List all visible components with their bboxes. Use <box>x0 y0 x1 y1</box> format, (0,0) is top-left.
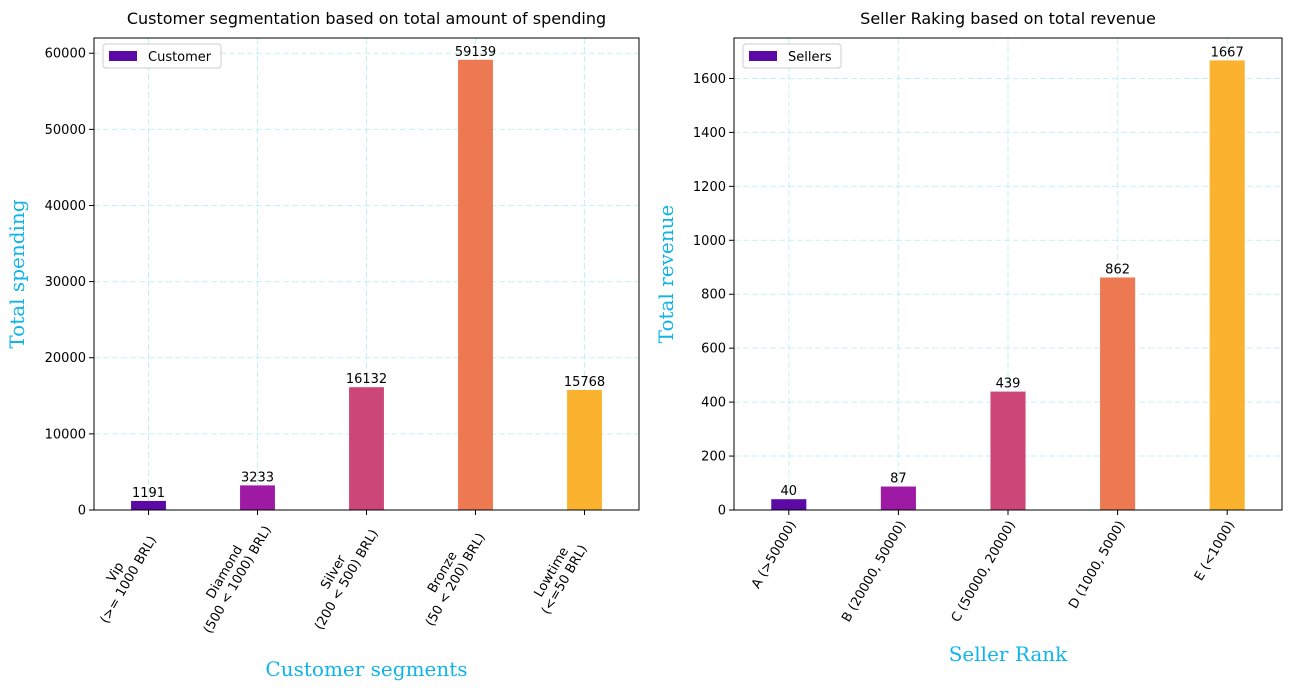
chart-title: Seller Raking based on total revenue <box>860 9 1156 28</box>
data-label: 862 <box>1105 263 1130 278</box>
y-tick-label: 60000 <box>45 47 86 62</box>
y-tick-label: 800 <box>701 288 726 303</box>
chart-2: Seller Raking based on total revenue 0 200… <box>654 9 1283 666</box>
x-tick-label: Bronze(50 < 200) BRL) <box>410 523 489 629</box>
legend-swatch <box>109 51 137 61</box>
x-axis-label: Customer segments <box>265 657 467 681</box>
chart-title: Customer segmentation based on total amo… <box>127 9 606 28</box>
y-tick-label: 20000 <box>45 351 86 366</box>
legend-label: Sellers <box>788 50 832 65</box>
x-tick-label: C (50000, 20000) <box>949 519 1019 626</box>
bar <box>240 485 275 510</box>
y-tick-label: 400 <box>701 396 726 411</box>
x-tick-label: E (<1000) <box>1192 519 1238 584</box>
legend-box <box>102 43 222 69</box>
y-tick-label: 200 <box>701 450 726 465</box>
bar <box>349 387 384 510</box>
y-tick-label: 1600 <box>693 72 726 87</box>
x-tick-label: A (>50000) <box>749 519 800 592</box>
x-tick-label: Silver(200 < 500) BRL) <box>299 520 382 633</box>
x-tick-label: Diamond(500 < 1000) BRL) <box>188 516 275 636</box>
data-label: 439 <box>996 377 1021 392</box>
y-tick-label: 10000 <box>45 427 86 442</box>
data-label: 87 <box>890 472 907 487</box>
x-tick-label: Lowtime(<=50 BRL) <box>526 535 591 617</box>
y-tick-label: 1200 <box>693 180 726 195</box>
plot-frame <box>733 37 1283 511</box>
data-label: 3233 <box>241 470 274 485</box>
y-tick-label: 600 <box>701 342 726 357</box>
x-tick-label: Vip(>= 1000 BRL) <box>85 526 160 626</box>
data-label: 16132 <box>346 372 387 387</box>
y-tick-label: 40000 <box>45 199 86 214</box>
y-tick-label: 0 <box>78 504 86 519</box>
y-tick-label: 1400 <box>693 126 726 141</box>
bar <box>131 500 166 510</box>
bar <box>458 59 493 510</box>
legend-swatch <box>749 51 777 61</box>
bar <box>567 389 602 510</box>
y-tick-label: 1000 <box>693 234 726 249</box>
y-tick-label: 50000 <box>45 123 86 138</box>
data-label: 1191 <box>132 486 165 501</box>
x-axis-label: Seller Rank <box>949 642 1068 666</box>
bar <box>771 499 807 510</box>
bar <box>1209 60 1245 510</box>
y-tick-label: 30000 <box>45 275 86 290</box>
legend-label: Customer <box>148 50 212 65</box>
y-tick-label: 0 <box>718 504 726 519</box>
data-label: 15768 <box>564 375 605 390</box>
chart-1: Customer segmentation based on total amo… <box>5 9 640 681</box>
x-tick-label: B (20000, 50000) <box>839 519 909 625</box>
legend-box <box>742 43 842 69</box>
bar <box>990 391 1026 510</box>
y-axis-label: Total spending <box>5 199 29 348</box>
data-label: 1667 <box>1211 45 1244 60</box>
bar <box>880 486 916 510</box>
data-label: 59139 <box>455 45 496 60</box>
bar <box>1100 277 1136 510</box>
plot-frame <box>93 37 640 511</box>
y-axis-label: Total revenue <box>654 205 678 344</box>
data-label: 40 <box>781 484 798 499</box>
x-tick-label: D (1000, 5000) <box>1066 519 1128 612</box>
